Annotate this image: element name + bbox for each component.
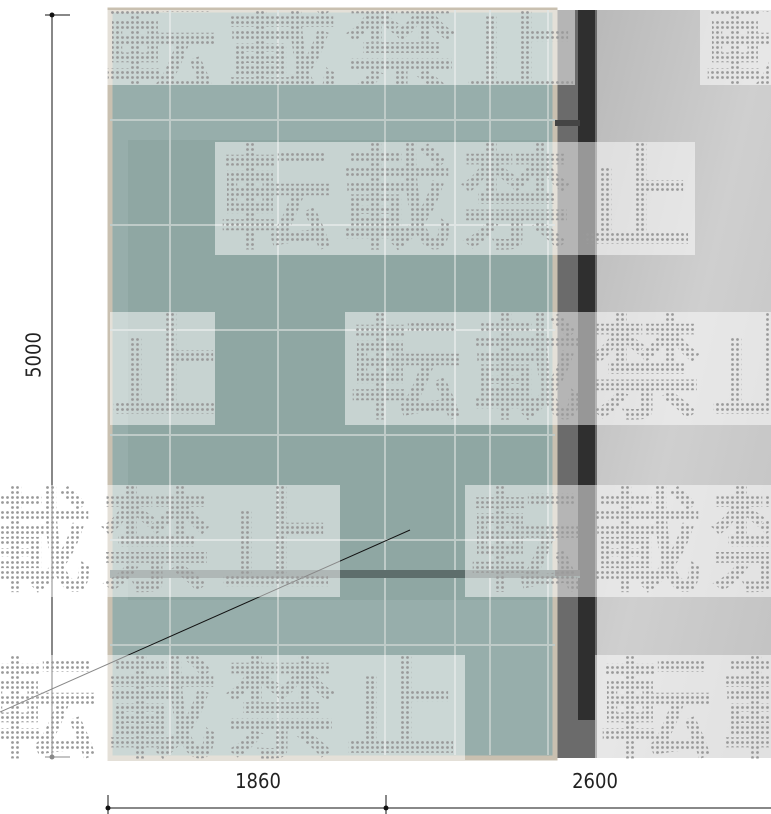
watermark-text: 転載禁止 bbox=[0, 645, 465, 775]
watermark: 転載禁止 bbox=[215, 136, 700, 266]
watermark-text: 転載禁止 bbox=[600, 645, 771, 775]
height-dimension: 5000 bbox=[22, 332, 46, 378]
elevation-drawing: 5000 1860 2600 転載禁止転載禁止転載禁止転載禁止転載禁止転載禁止転… bbox=[0, 0, 771, 814]
watermark: 転載禁止 bbox=[595, 645, 771, 775]
watermark-text: 転載禁止 bbox=[470, 478, 771, 608]
width-dimension: 1860 bbox=[235, 769, 281, 793]
watermark: 転載禁止 bbox=[465, 478, 771, 608]
watermark-text: 転載禁止 bbox=[0, 478, 340, 608]
width-dimension: 2600 bbox=[572, 769, 618, 793]
watermark-text: 転載禁止 bbox=[220, 136, 700, 266]
watermark: 転載禁止 bbox=[0, 478, 340, 608]
watermark: 転載禁止 bbox=[0, 645, 465, 775]
watermark-text: 転載禁止 bbox=[350, 306, 771, 436]
watermark: 転載禁止 bbox=[345, 306, 771, 436]
